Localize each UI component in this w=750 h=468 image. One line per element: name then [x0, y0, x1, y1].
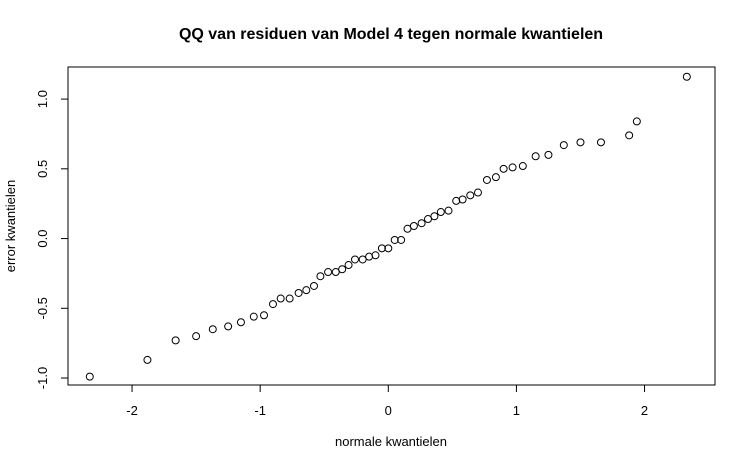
data-point — [365, 252, 374, 261]
data-point — [324, 268, 333, 277]
data-point — [430, 212, 439, 221]
data-point — [458, 195, 467, 204]
data-point — [403, 224, 412, 233]
data-point — [682, 72, 691, 81]
data-point — [85, 372, 94, 381]
data-point — [309, 281, 318, 290]
data-point — [344, 261, 353, 270]
y-axis-label: error kwantielen — [3, 180, 18, 273]
data-point — [236, 318, 245, 327]
data-point — [625, 131, 634, 140]
data-point — [576, 138, 585, 147]
data-point — [377, 244, 386, 253]
data-point — [371, 251, 380, 260]
data-point — [544, 150, 553, 159]
x-axis: -2 -1 0 1 2 — [126, 384, 648, 418]
x-tick-label: -1 — [254, 403, 266, 418]
data-point — [208, 325, 217, 334]
y-axis: -1.0 -0.5 0.0 0.5 1.0 — [35, 90, 69, 389]
data-point — [294, 288, 303, 297]
data-point — [358, 255, 367, 264]
x-tick-label: -2 — [126, 403, 138, 418]
data-point — [499, 164, 508, 173]
data-point — [518, 162, 527, 171]
data-points — [85, 72, 691, 381]
x-tick-label: 2 — [641, 403, 648, 418]
data-point — [224, 322, 233, 331]
data-point — [249, 312, 258, 321]
data-point — [390, 235, 399, 244]
data-point — [559, 141, 568, 150]
data-point — [508, 163, 517, 172]
x-tick-label: 0 — [385, 403, 392, 418]
y-tick-label: -1.0 — [35, 367, 50, 389]
data-point — [268, 300, 277, 309]
data-point — [424, 215, 433, 224]
data-point — [192, 332, 201, 341]
x-axis-label: normale kwantielen — [335, 434, 447, 449]
data-point — [143, 355, 152, 364]
data-point — [632, 117, 641, 126]
data-point — [452, 196, 461, 205]
data-point — [302, 286, 311, 295]
data-point — [316, 272, 325, 281]
data-point — [285, 294, 294, 303]
y-tick-label: 0.0 — [35, 230, 50, 248]
y-tick-label: -0.5 — [35, 297, 50, 319]
y-tick-label: 1.0 — [35, 90, 50, 108]
data-point — [596, 138, 605, 147]
data-point — [417, 219, 426, 228]
x-tick-label: 1 — [513, 403, 520, 418]
data-point — [276, 294, 285, 303]
data-point — [466, 191, 475, 200]
data-point — [473, 188, 482, 197]
data-point — [260, 311, 269, 320]
y-tick-label: 0.5 — [35, 160, 50, 178]
data-point — [397, 235, 406, 244]
data-point — [331, 268, 340, 277]
data-point — [436, 208, 445, 217]
data-point — [491, 173, 500, 182]
data-point — [350, 255, 359, 264]
data-point — [444, 206, 453, 215]
data-point — [171, 336, 180, 345]
data-point — [338, 265, 347, 274]
data-point — [531, 152, 540, 161]
data-point — [409, 222, 418, 230]
plot-area-frame — [67, 66, 716, 386]
chart-title: QQ van residuen van Model 4 tegen normal… — [179, 26, 603, 43]
data-point — [482, 175, 491, 184]
data-point — [384, 244, 393, 253]
